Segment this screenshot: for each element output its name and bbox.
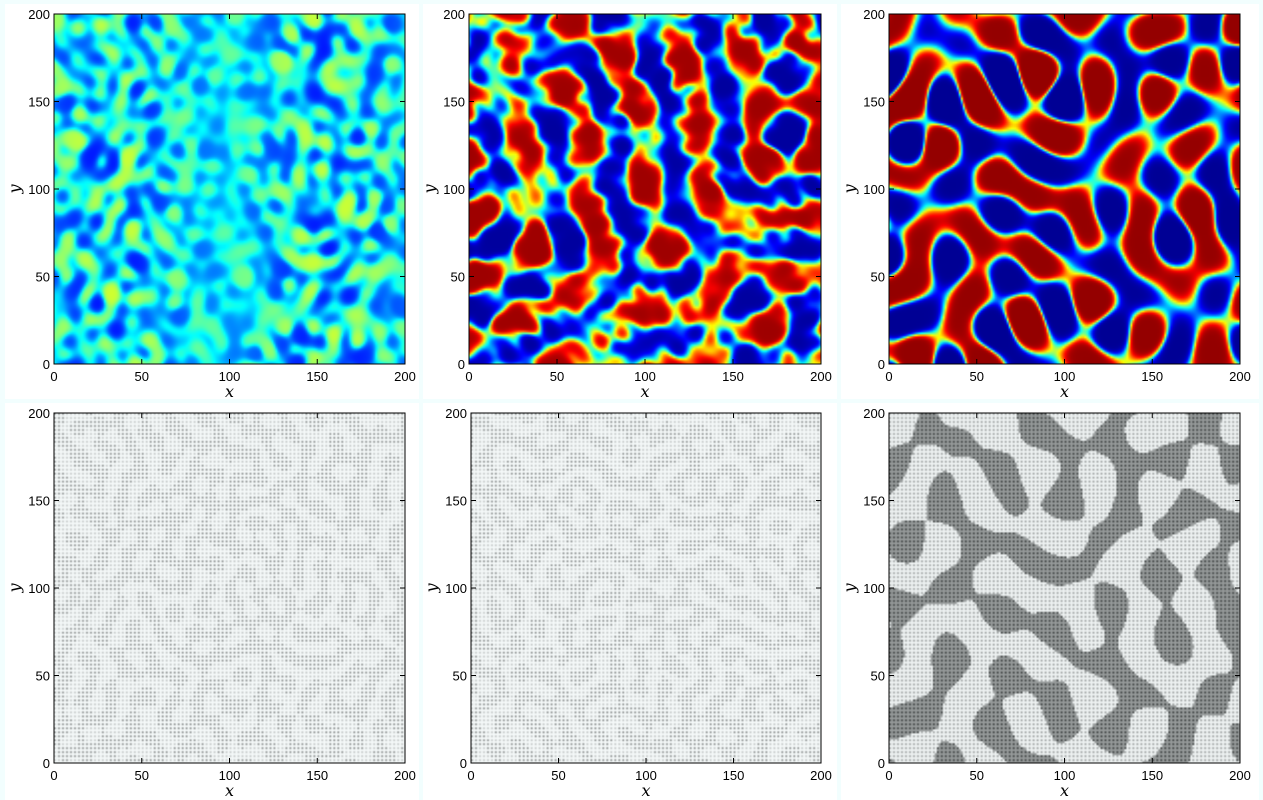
y-tick-label: 50	[451, 270, 465, 285]
heatmap-chart: 0 50 100 150 200 0 50 100 150 200 x y	[423, 406, 832, 800]
panel-bottom-middle: 0 50 100 150 200 0 50 100 150 200 x y	[423, 403, 837, 800]
x-tick-label: 200	[394, 768, 416, 783]
x-tick-label: 0	[465, 369, 472, 384]
y-tick-label: 150	[863, 95, 885, 110]
heatmap-chart: 0 50 100 150 200 0 50 100 150 200 x y	[841, 406, 1251, 800]
y-tick-label: 200	[445, 406, 467, 421]
y-tick-label: 0	[878, 357, 885, 372]
x-tick-label: 0	[467, 768, 474, 783]
y-tick-label: 50	[871, 270, 885, 285]
y-axis-label: y	[423, 184, 439, 195]
panel-bottom-right: 0 50 100 150 200 0 50 100 150 200 x y	[841, 403, 1259, 800]
x-tick-label: 150	[1141, 369, 1163, 384]
y-tick-label: 200	[443, 7, 465, 22]
x-axis-label: x	[1060, 781, 1069, 800]
heatmap-chart: 0 50 100 150 200 0 50 100 150 200 x y	[423, 7, 832, 399]
y-tick-label: 0	[460, 756, 467, 771]
x-tick-label: 200	[394, 369, 416, 384]
x-tick-label: 50	[135, 369, 149, 384]
x-tick-label: 100	[1054, 369, 1076, 384]
x-tick-label: 200	[810, 369, 832, 384]
y-tick-label: 100	[28, 581, 50, 596]
y-tick-label: 100	[863, 581, 885, 596]
x-axis-label: x	[225, 781, 234, 800]
x-tick-label: 150	[723, 768, 745, 783]
x-axis-label: x	[1060, 382, 1069, 399]
x-axis-label: x	[641, 781, 650, 800]
y-tick-label: 150	[28, 95, 50, 110]
x-tick-label: 100	[219, 768, 241, 783]
y-tick-label: 100	[28, 182, 50, 197]
heatmap-field	[889, 413, 1240, 763]
x-tick-label: 200	[1229, 369, 1251, 384]
y-tick-label: 200	[28, 7, 50, 22]
y-tick-label: 0	[878, 756, 885, 771]
x-tick-label: 50	[551, 768, 565, 783]
heatmap-field	[54, 413, 405, 763]
y-tick-label: 150	[443, 95, 465, 110]
x-tick-label: 200	[1229, 768, 1251, 783]
x-tick-label: 50	[970, 768, 984, 783]
y-tick-label: 200	[863, 7, 885, 22]
y-tick-label: 100	[863, 182, 885, 197]
y-tick-label: 0	[43, 357, 50, 372]
x-tick-label: 200	[810, 768, 832, 783]
x-tick-label: 100	[634, 369, 656, 384]
x-tick-label: 150	[1141, 768, 1163, 783]
x-tick-label: 0	[50, 768, 57, 783]
y-tick-label: 200	[28, 406, 50, 421]
x-tick-label: 150	[306, 369, 328, 384]
y-tick-label: 100	[443, 182, 465, 197]
panel-bottom-left: 0 50 100 150 200 0 50 100 150 200 x y	[5, 403, 419, 800]
x-tick-label: 0	[885, 768, 892, 783]
x-tick-label: 100	[1054, 768, 1076, 783]
y-tick-label: 150	[445, 494, 467, 509]
y-tick-label: 50	[36, 669, 50, 684]
y-tick-label: 50	[453, 669, 467, 684]
y-tick-label: 50	[871, 669, 885, 684]
x-axis-label: x	[640, 382, 649, 399]
y-tick-label: 0	[43, 756, 50, 771]
y-tick-label: 0	[458, 357, 465, 372]
y-tick-label: 200	[863, 406, 885, 421]
x-tick-label: 150	[722, 369, 744, 384]
panel-top-left: 0 50 100 150 200 0 50 100 150 200 x y	[5, 4, 419, 399]
heatmap-field	[889, 14, 1240, 364]
y-tick-label: 150	[863, 494, 885, 509]
heatmap-field	[469, 14, 821, 364]
panel-top-middle: 0 50 100 150 200 0 50 100 150 200 x y	[423, 4, 837, 399]
y-axis-label: y	[5, 184, 24, 195]
heatmap-chart: 0 50 100 150 200 0 50 100 150 200 x y	[5, 406, 416, 800]
y-tick-label: 100	[445, 581, 467, 596]
heatmap-field	[471, 413, 821, 763]
x-tick-label: 50	[970, 369, 984, 384]
x-tick-label: 0	[50, 369, 57, 384]
y-axis-label: y	[423, 583, 441, 594]
y-tick-label: 50	[36, 270, 50, 285]
x-tick-label: 100	[219, 369, 241, 384]
x-axis-label: x	[225, 382, 234, 399]
heatmap-chart: 0 50 100 150 200 0 50 100 150 200 x y	[5, 7, 416, 399]
x-tick-label: 50	[135, 768, 149, 783]
heatmap-chart: 0 50 100 150 200 0 50 100 150 200 x y	[841, 7, 1251, 399]
y-axis-label: y	[841, 583, 859, 594]
heatmap-field	[54, 14, 405, 364]
x-tick-label: 50	[550, 369, 564, 384]
y-tick-label: 150	[28, 494, 50, 509]
panel-top-right: 0 50 100 150 200 0 50 100 150 200 x y	[841, 4, 1259, 399]
y-axis-label: y	[841, 184, 859, 195]
y-axis-label: y	[5, 583, 24, 594]
x-tick-label: 0	[885, 369, 892, 384]
x-tick-label: 100	[635, 768, 657, 783]
x-tick-label: 150	[306, 768, 328, 783]
